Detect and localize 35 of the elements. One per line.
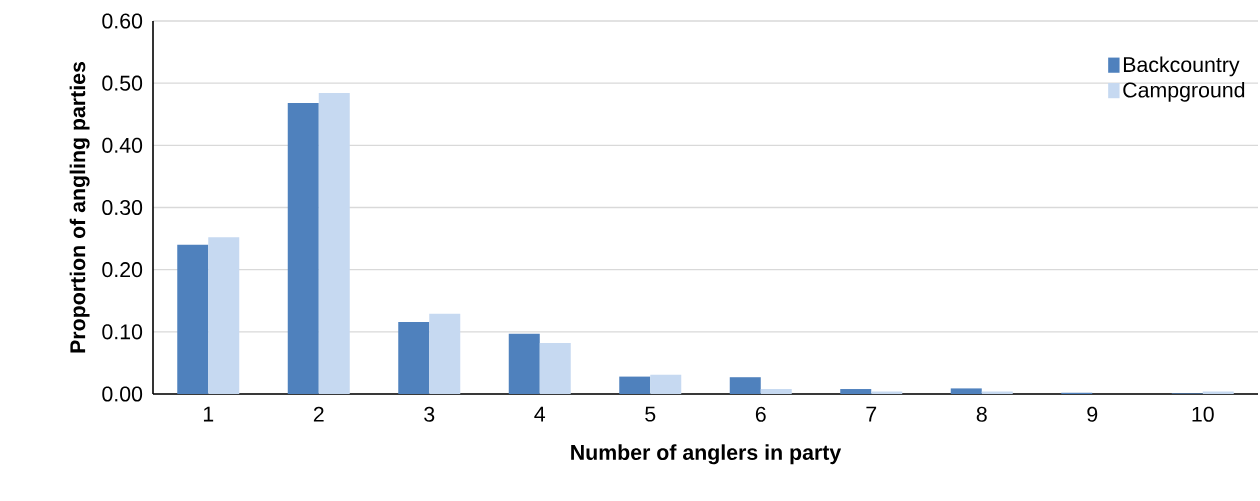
bar <box>729 377 761 394</box>
y-tick-label: 0.10 <box>102 324 143 340</box>
y-tick-label: 0.60 <box>102 13 143 29</box>
y-tick-label: 0.20 <box>102 262 143 278</box>
x-tick-label: 3 <box>424 406 435 422</box>
y-tick-label: 0.00 <box>102 386 143 402</box>
bar <box>287 103 319 394</box>
bar <box>840 389 872 394</box>
legend-label: Backcountry <box>1123 56 1240 77</box>
x-tick-label: 6 <box>755 406 766 422</box>
x-axis-title: Number of anglers in party <box>571 444 842 465</box>
x-tick-label: 7 <box>866 406 877 422</box>
bar <box>619 376 651 394</box>
x-tick-label: 4 <box>534 406 546 422</box>
x-tick-label: 10 <box>1192 406 1214 422</box>
x-tick-label: 5 <box>645 406 656 422</box>
legend-label: Campground <box>1123 81 1245 102</box>
x-tick-label: 8 <box>976 406 987 422</box>
x-tick-label: 1 <box>203 406 214 422</box>
y-tick-label: 0.40 <box>102 137 143 153</box>
bar <box>318 93 350 394</box>
bar <box>177 244 209 394</box>
bar <box>208 237 240 394</box>
y-tick-label: 0.30 <box>102 199 143 216</box>
y-tick-label: 0.50 <box>102 75 143 91</box>
x-tick-label: 2 <box>313 406 324 422</box>
bar <box>539 343 571 394</box>
bar <box>950 388 982 394</box>
x-tick-label: 9 <box>1087 406 1098 422</box>
bar <box>398 321 430 394</box>
y-axis-title: Proportion of angling parties <box>69 62 90 353</box>
bar <box>650 374 682 394</box>
bar <box>760 389 792 394</box>
bar <box>508 333 540 394</box>
bar <box>429 313 461 394</box>
